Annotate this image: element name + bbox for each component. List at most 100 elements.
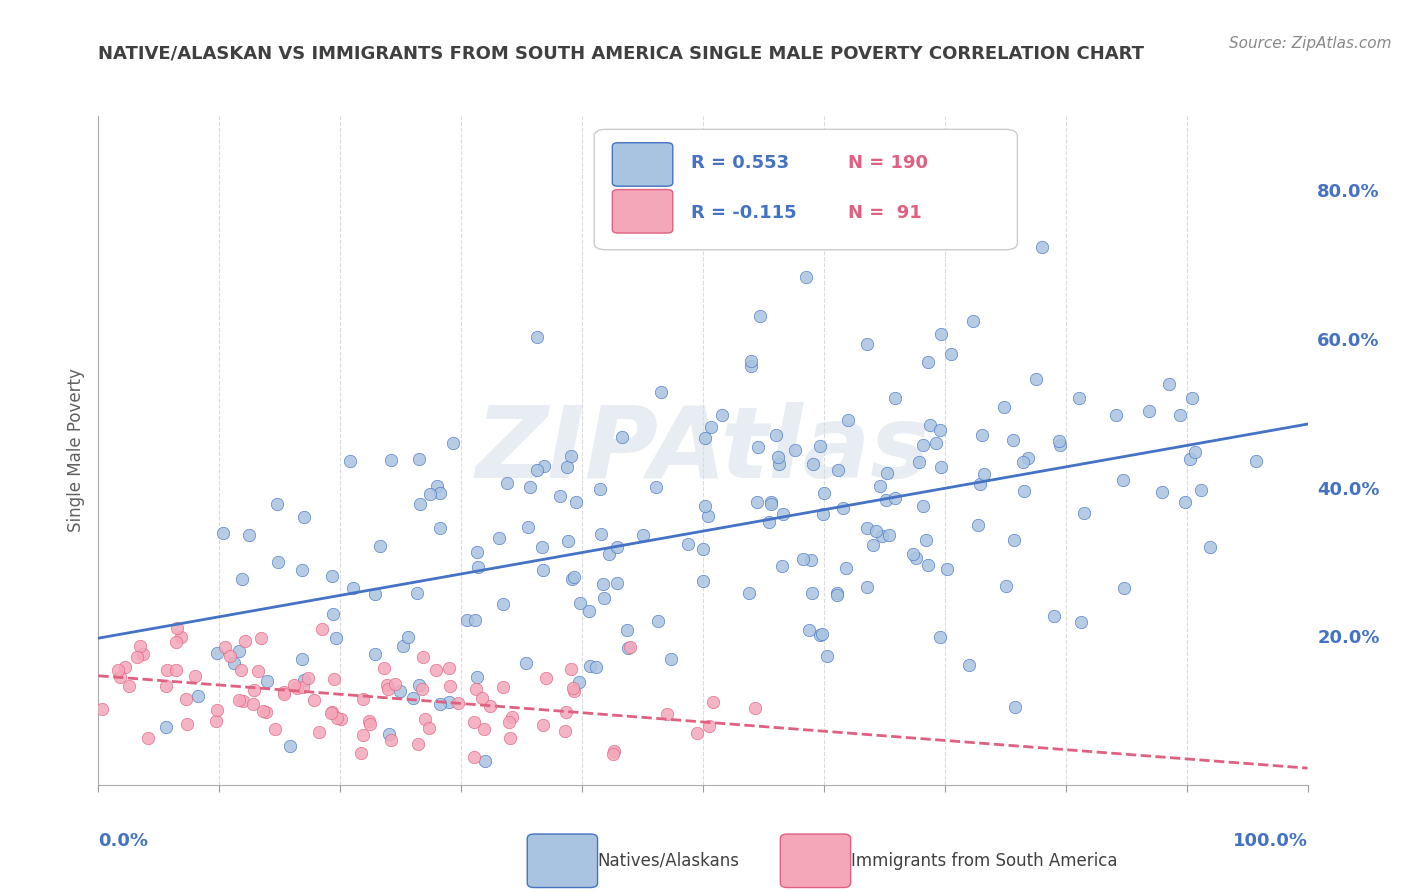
Point bbox=[402, 691, 425, 706]
Point bbox=[292, 673, 315, 687]
Point bbox=[1137, 403, 1160, 417]
Point bbox=[589, 483, 612, 497]
Point bbox=[856, 580, 879, 594]
Point bbox=[785, 443, 807, 458]
Point bbox=[589, 526, 612, 541]
Point bbox=[285, 681, 308, 695]
Point bbox=[825, 586, 848, 600]
Point bbox=[710, 408, 733, 422]
Point bbox=[740, 359, 762, 374]
Point bbox=[747, 494, 769, 508]
Point bbox=[352, 728, 374, 742]
Point bbox=[228, 693, 250, 707]
Point bbox=[247, 664, 270, 678]
Point bbox=[973, 467, 995, 482]
Point bbox=[561, 573, 583, 587]
FancyBboxPatch shape bbox=[613, 190, 673, 233]
Text: 0.0%: 0.0% bbox=[98, 831, 149, 850]
Point bbox=[283, 678, 305, 692]
Point bbox=[465, 670, 488, 684]
Point bbox=[560, 662, 582, 676]
Point bbox=[214, 640, 236, 655]
Point bbox=[405, 586, 427, 600]
Point bbox=[408, 677, 430, 691]
Point bbox=[903, 547, 925, 561]
Text: ZIPAtlas: ZIPAtlas bbox=[475, 402, 931, 499]
Point bbox=[884, 391, 907, 405]
Point bbox=[875, 492, 897, 507]
Point bbox=[1017, 451, 1039, 466]
Point bbox=[606, 541, 628, 555]
Point bbox=[602, 747, 624, 762]
Point bbox=[165, 635, 187, 649]
Point bbox=[593, 591, 616, 606]
Point bbox=[810, 627, 832, 641]
Point bbox=[855, 336, 877, 351]
Point bbox=[156, 663, 179, 677]
Point bbox=[799, 624, 821, 638]
Point bbox=[308, 724, 330, 739]
Point bbox=[526, 463, 548, 477]
Point bbox=[252, 704, 274, 718]
Point bbox=[560, 449, 582, 463]
Point bbox=[526, 329, 548, 343]
Point bbox=[499, 731, 522, 745]
Point bbox=[1049, 437, 1071, 451]
Point bbox=[548, 489, 571, 503]
Point bbox=[967, 518, 990, 533]
Point bbox=[862, 538, 884, 552]
Point bbox=[686, 725, 709, 739]
Point bbox=[531, 718, 554, 732]
Point bbox=[357, 714, 380, 729]
Point bbox=[935, 562, 957, 576]
Point bbox=[378, 727, 401, 741]
Point bbox=[1002, 533, 1025, 547]
Point bbox=[464, 613, 486, 627]
Point bbox=[815, 648, 838, 663]
Point bbox=[465, 545, 488, 559]
Point bbox=[676, 537, 699, 551]
Point bbox=[326, 710, 349, 724]
Point bbox=[1104, 408, 1126, 422]
Point bbox=[1178, 452, 1201, 467]
Point bbox=[925, 435, 948, 450]
Point bbox=[297, 671, 319, 685]
Point bbox=[463, 749, 485, 764]
Point bbox=[995, 579, 1018, 593]
Point bbox=[456, 613, 478, 627]
Point bbox=[908, 455, 931, 469]
Point bbox=[617, 640, 640, 655]
Point bbox=[835, 560, 858, 574]
Point bbox=[472, 722, 495, 736]
Point bbox=[131, 647, 153, 661]
Point bbox=[758, 516, 780, 530]
Point bbox=[1189, 483, 1212, 497]
Point bbox=[1181, 391, 1204, 405]
Point bbox=[107, 663, 129, 677]
Point bbox=[692, 541, 714, 556]
Point bbox=[603, 744, 626, 758]
Point bbox=[915, 533, 938, 547]
Point bbox=[592, 577, 614, 591]
Point bbox=[384, 676, 406, 690]
Point bbox=[1014, 484, 1036, 499]
Point bbox=[264, 722, 287, 736]
Point bbox=[205, 714, 228, 729]
Point bbox=[610, 430, 633, 444]
Text: Source: ZipAtlas.com: Source: ZipAtlas.com bbox=[1229, 36, 1392, 51]
Point bbox=[810, 628, 832, 642]
Point bbox=[488, 531, 510, 545]
Point bbox=[364, 647, 387, 661]
Point bbox=[1011, 455, 1033, 469]
Point bbox=[1112, 473, 1135, 487]
Point bbox=[291, 652, 314, 666]
Point bbox=[1159, 377, 1181, 392]
Point bbox=[492, 597, 515, 611]
Point bbox=[962, 314, 984, 328]
Point bbox=[408, 452, 430, 467]
Point bbox=[1069, 391, 1091, 405]
Point bbox=[585, 660, 607, 674]
Point bbox=[496, 476, 519, 491]
Point bbox=[837, 413, 859, 427]
Point bbox=[702, 696, 724, 710]
